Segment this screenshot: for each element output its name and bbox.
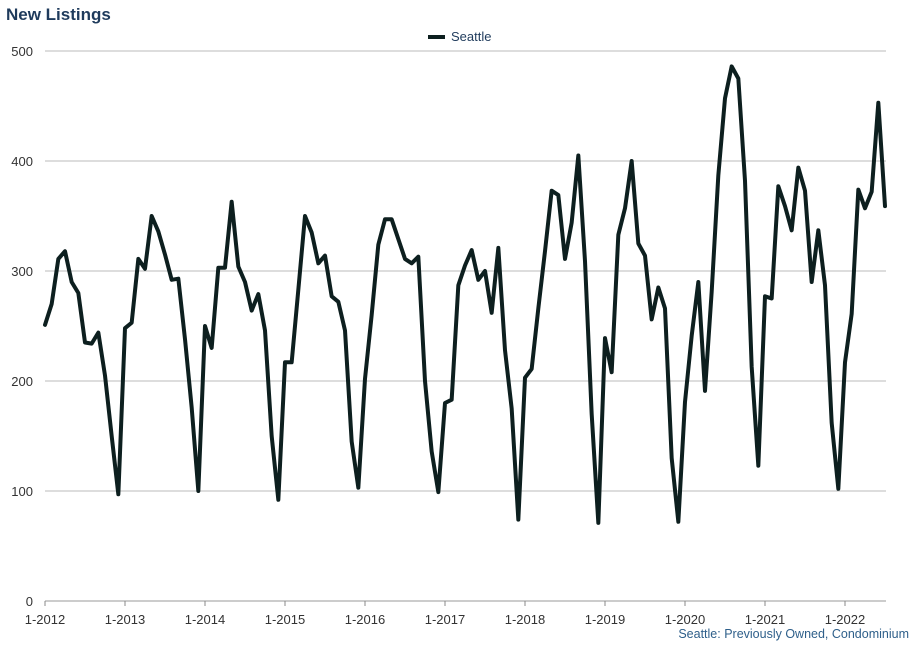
source-note: Seattle: Previously Owned, Condominium bbox=[678, 627, 909, 641]
x-tick-label-1-2014: 1-2014 bbox=[185, 612, 225, 627]
x-tick-label-1-2017: 1-2017 bbox=[425, 612, 465, 627]
x-tick-label-1-2022: 1-2022 bbox=[825, 612, 865, 627]
legend-label-seattle: Seattle bbox=[451, 29, 492, 44]
y-tick-label-300: 300 bbox=[11, 264, 33, 279]
x-tick-label-1-2021: 1-2021 bbox=[745, 612, 785, 627]
x-tick-label-1-2012: 1-2012 bbox=[25, 612, 65, 627]
x-tick-label-1-2020: 1-2020 bbox=[665, 612, 705, 627]
x-tick-label-1-2019: 1-2019 bbox=[585, 612, 625, 627]
legend-swatch-seattle bbox=[428, 34, 445, 39]
chart-title: New Listings bbox=[6, 5, 111, 24]
x-tick-label-1-2015: 1-2015 bbox=[265, 612, 305, 627]
y-tick-label-200: 200 bbox=[11, 374, 33, 389]
y-tick-label-100: 100 bbox=[11, 484, 33, 499]
series-line-seattle bbox=[43, 64, 887, 525]
y-tick-label-400: 400 bbox=[11, 154, 33, 169]
legend: Seattle bbox=[428, 29, 491, 44]
y-tick-label-0: 0 bbox=[26, 594, 33, 609]
y-tick-label-500: 500 bbox=[11, 44, 33, 59]
x-tick-label-1-2016: 1-2016 bbox=[345, 612, 385, 627]
x-tick-label-1-2013: 1-2013 bbox=[105, 612, 145, 627]
x-tick-label-1-2018: 1-2018 bbox=[505, 612, 545, 627]
